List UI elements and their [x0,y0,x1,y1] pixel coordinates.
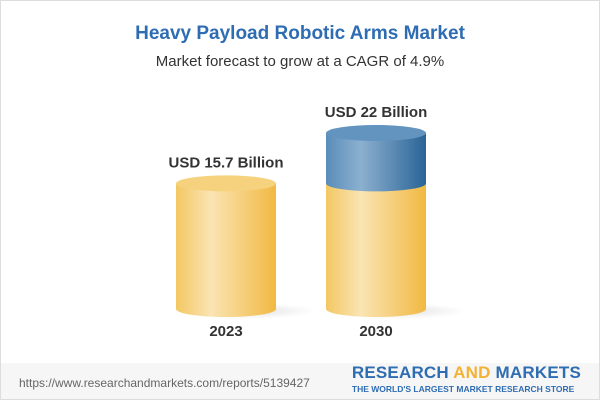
source-url[interactable]: https://www.researchandmarkets.com/repor… [19,376,310,390]
chart-area: USD 15.7 Billion 2023 USD 22 Billion 2030 [168,104,466,340]
bar-growth-segment [326,133,426,192]
category-label: 2023 [209,323,242,340]
chart-subtitle: Market forecast to grow at a CAGR of 4.9… [155,53,445,70]
bar-growth-segment-top [326,125,426,141]
chart-title: Heavy Payload Robotic Arms Market [135,23,465,44]
data-label: USD 22 Billion [325,104,428,121]
footer-band [1,363,599,399]
bar-cylinder [176,183,276,317]
bar-base-segment [326,183,426,317]
data-label: USD 15.7 Billion [168,154,283,171]
bar-cylinder-top [176,175,276,192]
category-label: 2030 [359,323,392,340]
research-and-markets-logo: RESEARCH AND MARKETS THE WORLD'S LARGEST… [351,363,581,394]
